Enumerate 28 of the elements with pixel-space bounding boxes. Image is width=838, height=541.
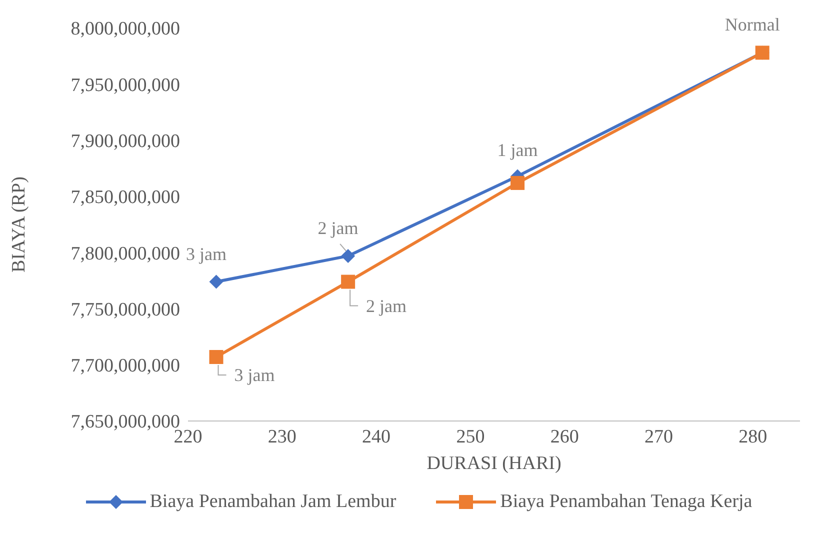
point bbox=[341, 248, 356, 263]
x-tick-label: 240 bbox=[362, 426, 391, 448]
x-tick-label: 250 bbox=[456, 426, 485, 448]
y-tick-label: 7,750,000,000 bbox=[70, 299, 180, 320]
annotation: 3 jam bbox=[186, 244, 226, 264]
annotation: 1 jam bbox=[497, 140, 538, 160]
annotation: 2 jam bbox=[366, 296, 407, 316]
y-tick-label: 8,000,000,000 bbox=[70, 18, 180, 40]
y-tick-label: 7,800,000,000 bbox=[70, 243, 180, 264]
y-tick-label: 7,900,000,000 bbox=[70, 131, 180, 152]
point bbox=[209, 350, 224, 364]
legend-label: Biaya Penambahan Tenaga Kerja bbox=[499, 491, 752, 513]
x-axis-title: DURASI (HARI) bbox=[426, 453, 562, 474]
y-tick-label: 7,950,000,000 bbox=[70, 74, 180, 96]
x-tick-label: 270 bbox=[644, 426, 674, 448]
x-tick-label: 230 bbox=[268, 426, 296, 448]
y-tick-label: 7,850,000,000 bbox=[70, 187, 180, 208]
annotation: 2 jam bbox=[318, 218, 358, 238]
y-tick-label: 7,700,000,000 bbox=[70, 356, 180, 377]
x-tick-label: 280 bbox=[738, 426, 768, 448]
point bbox=[510, 176, 525, 190]
annotation: Normal bbox=[724, 14, 780, 35]
point bbox=[341, 274, 356, 289]
annotation: 3 jam bbox=[234, 364, 275, 385]
x-tick-label: 260 bbox=[550, 426, 579, 448]
point bbox=[209, 274, 224, 289]
legend-label: Biaya Penambahan Jam Lembur bbox=[148, 491, 396, 513]
y-axis-title: BIAYA (RP) bbox=[8, 176, 30, 272]
